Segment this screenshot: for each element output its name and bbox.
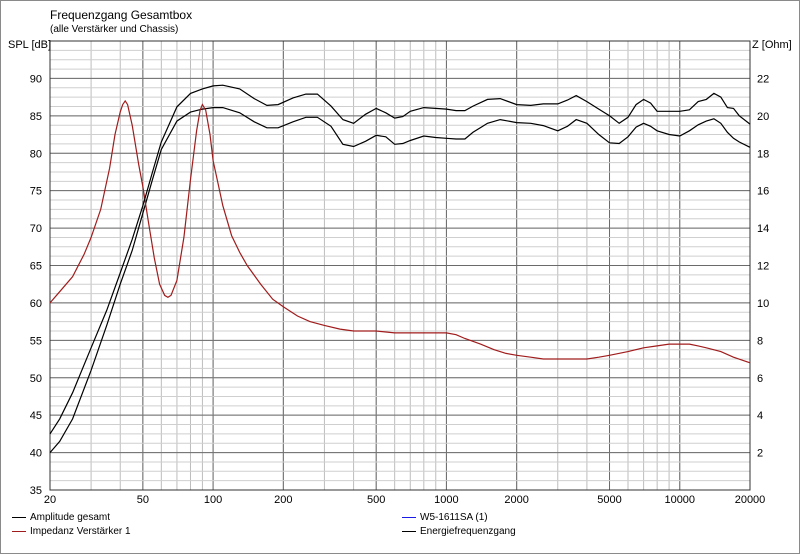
y-right-tick-label: 8 [757, 335, 763, 347]
x-tick-label: 20000 [735, 494, 766, 506]
legend-swatch-amplitude [12, 517, 26, 518]
y-left-tick-label: 90 [30, 73, 42, 85]
legend-label-impedance: Impedanz Verstärker 1 [30, 526, 131, 537]
x-tick-label: 500 [367, 494, 385, 506]
y-left-tick-label: 75 [30, 186, 42, 198]
y-left-tick-label: 45 [30, 410, 42, 422]
y-right-tick-label: 6 [757, 373, 763, 385]
x-tick-label: 1000 [434, 494, 458, 506]
y-right-tick-label: 20 [757, 111, 769, 123]
x-tick-label: 10000 [664, 494, 695, 506]
y-right-tick-label: 22 [757, 73, 769, 85]
legend-item-amplitude: Amplitude gesamt [12, 512, 110, 523]
series-line-0 [49, 107, 751, 453]
legend-item-driver: W5-1611SA (1) [402, 512, 488, 523]
series-line-1 [49, 99, 751, 364]
x-tick-label: 100 [204, 494, 222, 506]
legend-label-energy: Energiefrequenzgang [420, 526, 516, 537]
y-left-tick-label: 50 [30, 373, 42, 385]
legend-item-energy: Energiefrequenzgang [402, 526, 516, 537]
plot-border [49, 40, 751, 491]
y-right-tick-label: 12 [757, 261, 769, 273]
y-right-tick-label: 4 [757, 410, 763, 422]
legend-swatch-impedance [12, 531, 26, 532]
y-right-tick-label: 2 [757, 448, 763, 460]
x-tick-label: 5000 [597, 494, 621, 506]
legend-swatch-driver [402, 517, 416, 518]
chart-title: Frequenzgang Gesamtbox [50, 8, 193, 22]
y-left-tick-label: 55 [30, 335, 42, 347]
x-tick-label: 50 [137, 494, 149, 506]
y-left-tick-label: 70 [30, 223, 42, 235]
legend-swatch-energy [402, 531, 416, 532]
y-right-axis-label: Z [Ohm] [752, 39, 792, 51]
legend-label-driver: W5-1611SA (1) [420, 512, 488, 523]
series-line-3 [49, 84, 751, 435]
y-right-tick-label: 18 [757, 148, 769, 160]
y-left-tick-label: 60 [30, 298, 42, 310]
y-left-tick-label: 35 [30, 485, 42, 497]
legend-label-amplitude: Amplitude gesamt [30, 512, 111, 523]
y-right-tick-label: 16 [757, 186, 769, 198]
x-tick-label: 200 [274, 494, 292, 506]
y-left-tick-label: 40 [30, 448, 42, 460]
y-left-tick-label: 85 [30, 111, 42, 123]
y-left-tick-label: 80 [30, 148, 42, 160]
x-tick-label: 2000 [504, 494, 528, 506]
y-left-axis-label: SPL [dB] [8, 39, 51, 51]
chart-subtitle: (alle Verstärker und Chassis) [50, 24, 179, 35]
y-left-tick-label: 65 [30, 261, 42, 273]
legend-item-impedance: Impedanz Verstärker 1 [12, 526, 131, 537]
y-right-tick-label: 14 [757, 223, 769, 235]
y-right-tick-label: 10 [757, 298, 769, 310]
x-tick-label: 20 [44, 494, 56, 506]
